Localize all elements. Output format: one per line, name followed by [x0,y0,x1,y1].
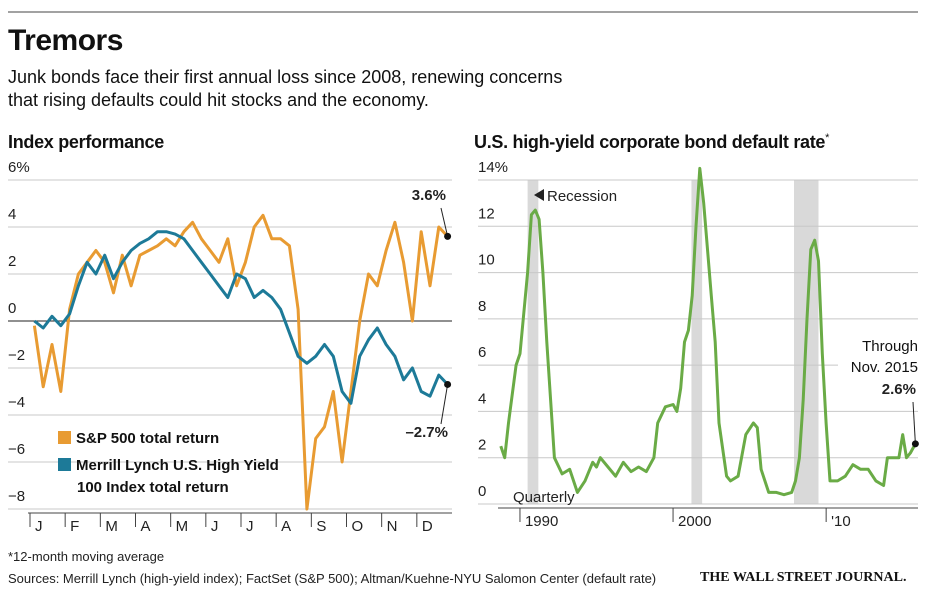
end-point [444,380,452,388]
x-tick-label: 2000 [678,513,711,530]
credit: THE WALL STREET JOURNAL. [700,570,907,585]
end-label: 3.6% [412,187,446,204]
left-panel: −8 −6 −4 −2 0 2 4 6% J F M A M J J A S O N D 3.6% –2.7% [8,159,452,535]
x-tick-label: F [70,518,79,535]
source: Sources: Merrill Lynch (high-yield index… [8,571,657,586]
y-tick-label: −8 [8,488,25,505]
label-leader [440,207,449,237]
label-leader [440,384,449,425]
y-tick-label: 6 [478,344,486,361]
y-tick-label: −6 [8,441,25,458]
y-tick-label: 8 [478,298,486,315]
y-tick-label: 2 [8,253,16,270]
legend-label: S&P 500 total return [76,430,220,447]
y-tick-label: 4 [478,390,486,407]
title: Tremors [8,24,123,57]
panel-title: U.S. high-yield corporate bond default r… [474,132,829,153]
latest-note: Through Nov. 2015 [838,336,918,378]
end-label: –2.7% [405,424,448,441]
x-tick-label: S [316,518,326,535]
recession-pointer [534,189,544,201]
series-line [33,230,449,405]
legend-swatch [58,431,71,444]
footnote: *12-month moving average [8,549,165,564]
recession-band [527,180,539,504]
x-tick-label: 1990 [525,513,558,530]
y-tick-label: 2 [478,437,486,454]
y-tick-label: 12 [478,205,495,222]
y-tick-label: 0 [478,483,486,500]
x-tick-label: M [105,518,118,535]
x-tick-label: A [141,518,151,535]
y-tick-label: 6% [8,159,30,176]
x-tick-label: J [35,518,43,535]
legend-swatch [58,458,71,471]
panel-title-text: U.S. high-yield corporate bond default r… [474,132,826,152]
right-panel: 0 2 4 6 8 10 12 14% 1990 2000 '10 2.6% Recession Quar… [478,159,919,530]
y-tick-label: 10 [478,252,495,269]
title-mark: * [825,132,830,144]
recession-band [691,180,703,504]
y-tick-label: 4 [8,206,16,223]
label-leader [912,401,916,444]
series-line [499,166,917,497]
y-tick-label: −2 [8,347,25,364]
end-point [444,232,452,240]
end-point [911,440,919,448]
x-tick-label: A [281,518,291,535]
x-tick-label: M [176,518,189,535]
x-tick-label: N [387,518,398,535]
x-tick-label: J [211,518,219,535]
recession-label: Recession [547,188,617,205]
legend-label: Merrill Lynch U.S. High Yield 100 Index … [76,457,279,496]
x-tick-label: O [352,518,364,535]
y-tick-label: −4 [8,394,25,411]
end-label: 2.6% [882,381,916,398]
legend-item: Merrill Lynch U.S. High Yield 100 Index … [58,455,292,499]
legend-item: S&P 500 total return [58,428,219,450]
y-tick-label: 0 [8,300,16,317]
x-tick-label: J [246,518,254,535]
x-tick-label: '10 [831,513,851,530]
x-tick-label: D [422,518,433,535]
subtitle: Junk bonds face their first annual loss … [8,67,563,110]
y-tick-label: 14% [478,159,508,176]
panel-title: Index performance [8,132,164,152]
frequency-label: Quarterly [513,489,575,506]
